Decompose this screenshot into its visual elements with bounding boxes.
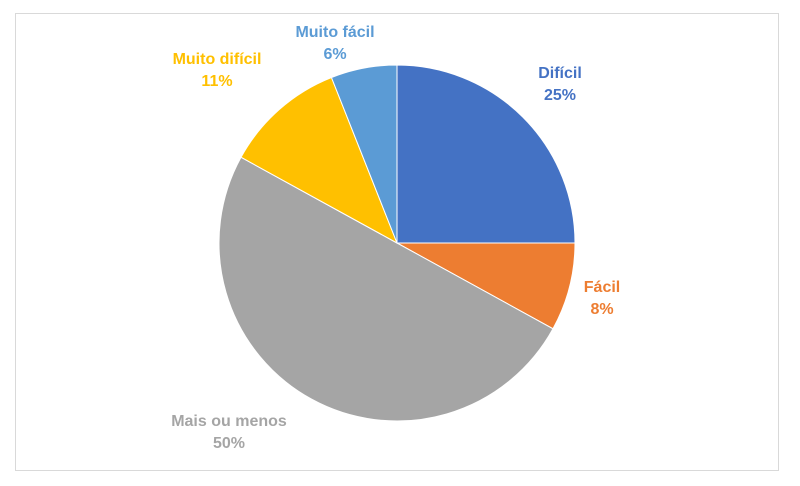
slice-percent-label: 8% — [590, 301, 613, 318]
slice-category-label: Mais ou menos — [171, 413, 287, 430]
slice-category-label: Fácil — [584, 279, 620, 296]
slice-percent-label: 6% — [323, 46, 346, 63]
slice-category-label: Muito fácil — [295, 24, 374, 41]
slice-percent-label: 50% — [213, 435, 245, 452]
slice-percent-label: 11% — [201, 73, 232, 90]
pie-slice-f-cil — [396, 242, 576, 330]
slice-percent-label: 25% — [544, 87, 576, 104]
pie-slice-muito-dif-cil — [240, 76, 398, 245]
pie-slice-dif-cil — [396, 64, 576, 244]
pie-slice-mais-ou-menos — [218, 156, 554, 422]
slice-category-label: Difícil — [538, 65, 582, 82]
pie-slice-muito-f-cil — [330, 64, 398, 244]
slice-category-label: Muito difícil — [173, 51, 262, 68]
